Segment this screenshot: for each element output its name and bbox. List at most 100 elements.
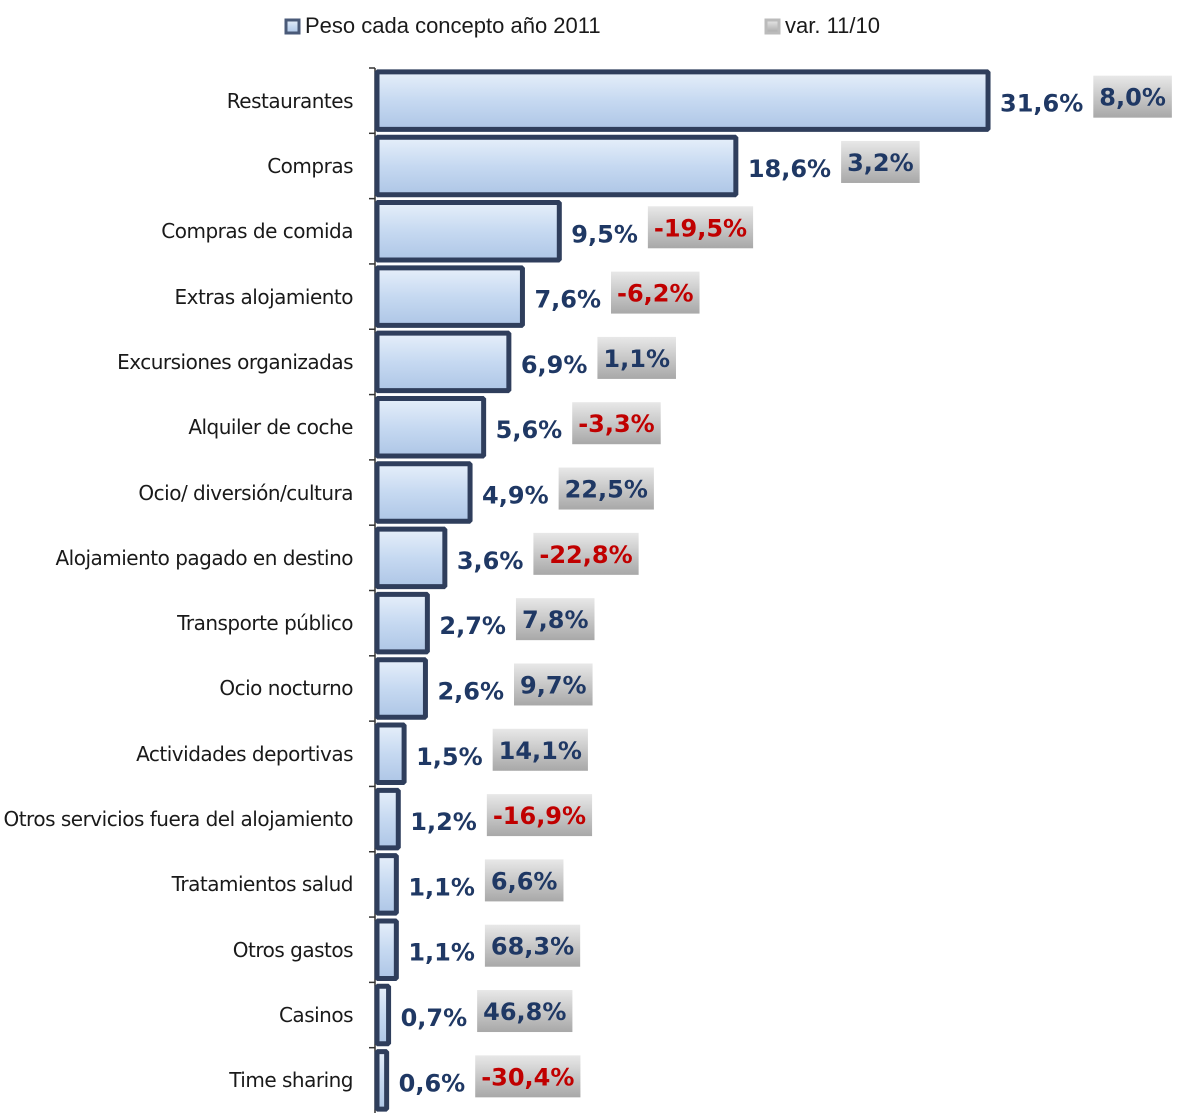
var-box: [486, 794, 593, 837]
category-label-box: Tratamientos salud: [171, 872, 353, 897]
category-label: Casinos: [278, 1003, 353, 1028]
value-label: 1,2%: [410, 808, 477, 836]
var-box: [514, 663, 593, 706]
value-label: 2,7%: [439, 612, 506, 640]
bar: [374, 330, 512, 394]
var-label: -3,3%: [578, 410, 655, 438]
category-label-box: Alojamiento pagado en destino: [55, 545, 353, 570]
var-box: [572, 402, 661, 445]
category-label: Tratamientos salud: [171, 872, 353, 897]
bar: [374, 983, 392, 1047]
bar: [374, 134, 739, 198]
var-label: -22,8%: [539, 541, 632, 569]
bar: [374, 787, 401, 851]
var-label: -6,2%: [617, 280, 694, 308]
var-box: [841, 140, 920, 183]
var-box: [647, 206, 754, 249]
var-label: 68,3%: [491, 933, 574, 961]
var-label: -30,4%: [481, 1063, 574, 1091]
value-label: 9,5%: [571, 220, 638, 248]
legend-swatch: [284, 18, 301, 35]
value-label: 31,6%: [1000, 90, 1083, 118]
bar: [374, 853, 399, 916]
category-label-box: Time sharing: [229, 1068, 353, 1093]
category-label-box: Restaurantes: [226, 88, 353, 113]
value-label: 0,6%: [399, 1069, 466, 1097]
category-label-box: Otros gastos: [232, 937, 353, 962]
category-label-box: Compras de comida: [161, 219, 353, 244]
var-label: 6,6%: [491, 867, 558, 895]
var-label: -16,9%: [493, 802, 586, 830]
var-label: 1,1%: [603, 345, 670, 373]
value-label: 5,6%: [496, 416, 563, 444]
category-label-box: Transporte público: [177, 611, 353, 636]
value-label: 18,6%: [748, 155, 831, 183]
value-label: 1,5%: [416, 743, 483, 771]
bar: [374, 200, 562, 263]
category-label-box: Excursiones organizadas: [117, 349, 353, 374]
var-label: 9,7%: [520, 671, 587, 699]
var-label: -19,5%: [654, 214, 747, 242]
bar: [374, 526, 448, 590]
var-label: 7,8%: [522, 606, 589, 634]
var-box: [533, 532, 639, 575]
category-label-box: Ocio nocturno: [219, 676, 353, 701]
bar: [374, 1049, 390, 1112]
category-label: Restaurantes: [226, 88, 353, 113]
legend-swatch: [764, 18, 781, 35]
value-label: 7,6%: [534, 286, 601, 314]
category-label: Time sharing: [229, 1068, 353, 1093]
var-box: [611, 271, 700, 314]
var-label: 46,8%: [483, 998, 566, 1026]
var-label: 8,0%: [1099, 84, 1166, 112]
var-label: 22,5%: [565, 476, 648, 504]
var-box: [475, 1055, 581, 1098]
value-label: 0,7%: [401, 1004, 468, 1032]
var-box: [492, 728, 588, 771]
var-label: 14,1%: [499, 737, 582, 765]
category-label: Actividades deportivas: [136, 741, 353, 766]
var-box: [477, 990, 573, 1033]
category-label-box: Extras alojamiento: [174, 284, 353, 309]
var-box: [484, 924, 581, 967]
category-label: Otros gastos: [232, 937, 353, 962]
var-box: [484, 859, 564, 902]
var-box: [558, 467, 654, 510]
value-label: 6,9%: [521, 351, 588, 379]
bar: [374, 591, 430, 655]
category-label: Alojamiento pagado en destino: [55, 545, 353, 570]
category-label: Extras alojamiento: [174, 284, 353, 309]
var-box: [1093, 75, 1172, 118]
bar: [374, 722, 407, 786]
category-label-box: Compras: [267, 153, 353, 178]
category-label-box: Ocio/ diversión/cultura: [138, 481, 353, 505]
bar: [374, 461, 473, 524]
category-label-box: Actividades deportivas: [136, 741, 353, 766]
value-label: 4,9%: [482, 482, 549, 510]
value-label: 3,6%: [457, 547, 524, 575]
category-label-box: Alquiler de coche: [188, 415, 353, 440]
category-label: Transporte público: [177, 611, 353, 636]
bar: [374, 265, 525, 328]
category-label-box: Casinos: [278, 1003, 353, 1028]
category-label-box: Otros servicios fuera del alojamiento: [3, 807, 353, 832]
value-label: 2,6%: [437, 677, 504, 705]
category-label: Compras: [267, 153, 353, 178]
category-label: Excursiones organizadas: [117, 349, 353, 374]
legend-label: var. 11/10: [785, 13, 880, 38]
category-label: Ocio nocturno: [219, 676, 353, 701]
bar: [374, 69, 991, 132]
category-label: Otros servicios fuera del alojamiento: [3, 807, 353, 832]
legend-label: Peso cada concepto año 2011: [305, 13, 601, 38]
category-label: Compras de comida: [161, 219, 353, 244]
value-label: 1,1%: [408, 873, 475, 901]
bar: [374, 657, 428, 720]
bar: [374, 918, 399, 981]
var-label: 3,2%: [847, 149, 914, 177]
category-label: Alquiler de coche: [188, 415, 353, 440]
var-box: [515, 598, 595, 641]
var-box: [597, 336, 676, 379]
bar: [374, 395, 487, 459]
value-label: 1,1%: [408, 939, 475, 967]
